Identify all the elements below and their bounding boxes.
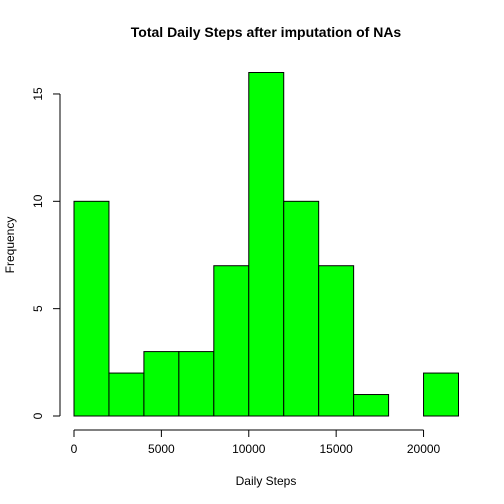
chart-title: Total Daily Steps after imputation of NA… xyxy=(131,24,402,40)
histogram-bar xyxy=(423,372,459,417)
histogram-bar xyxy=(353,394,390,417)
histogram-bar xyxy=(213,265,250,417)
histogram-bar xyxy=(318,265,355,417)
bars-group xyxy=(73,72,459,417)
x-tick-label: 10000 xyxy=(232,442,266,456)
histogram-bar xyxy=(283,200,320,417)
x-tick-label: 5000 xyxy=(148,442,175,456)
x-axis: 0 5000 10000 15000 20000 xyxy=(71,429,441,456)
x-tick-label: 20000 xyxy=(407,442,441,456)
y-tick-label: 15 xyxy=(31,87,45,101)
x-tick-label: 15000 xyxy=(319,442,353,456)
histogram-bar xyxy=(248,72,285,417)
y-tick-label: 5 xyxy=(31,305,45,312)
x-tick-label: 0 xyxy=(71,442,78,456)
histogram-bar xyxy=(143,351,180,417)
histogram-bar xyxy=(73,200,110,417)
y-axis-label: Frequency xyxy=(3,217,17,274)
y-tick-label: 0 xyxy=(31,412,45,419)
y-tick-label: 10 xyxy=(31,194,45,208)
histogram-bar xyxy=(108,372,145,417)
y-axis: 0 5 10 15 xyxy=(31,87,61,419)
x-axis-label: Daily Steps xyxy=(236,474,297,488)
histogram-bar xyxy=(178,351,215,417)
